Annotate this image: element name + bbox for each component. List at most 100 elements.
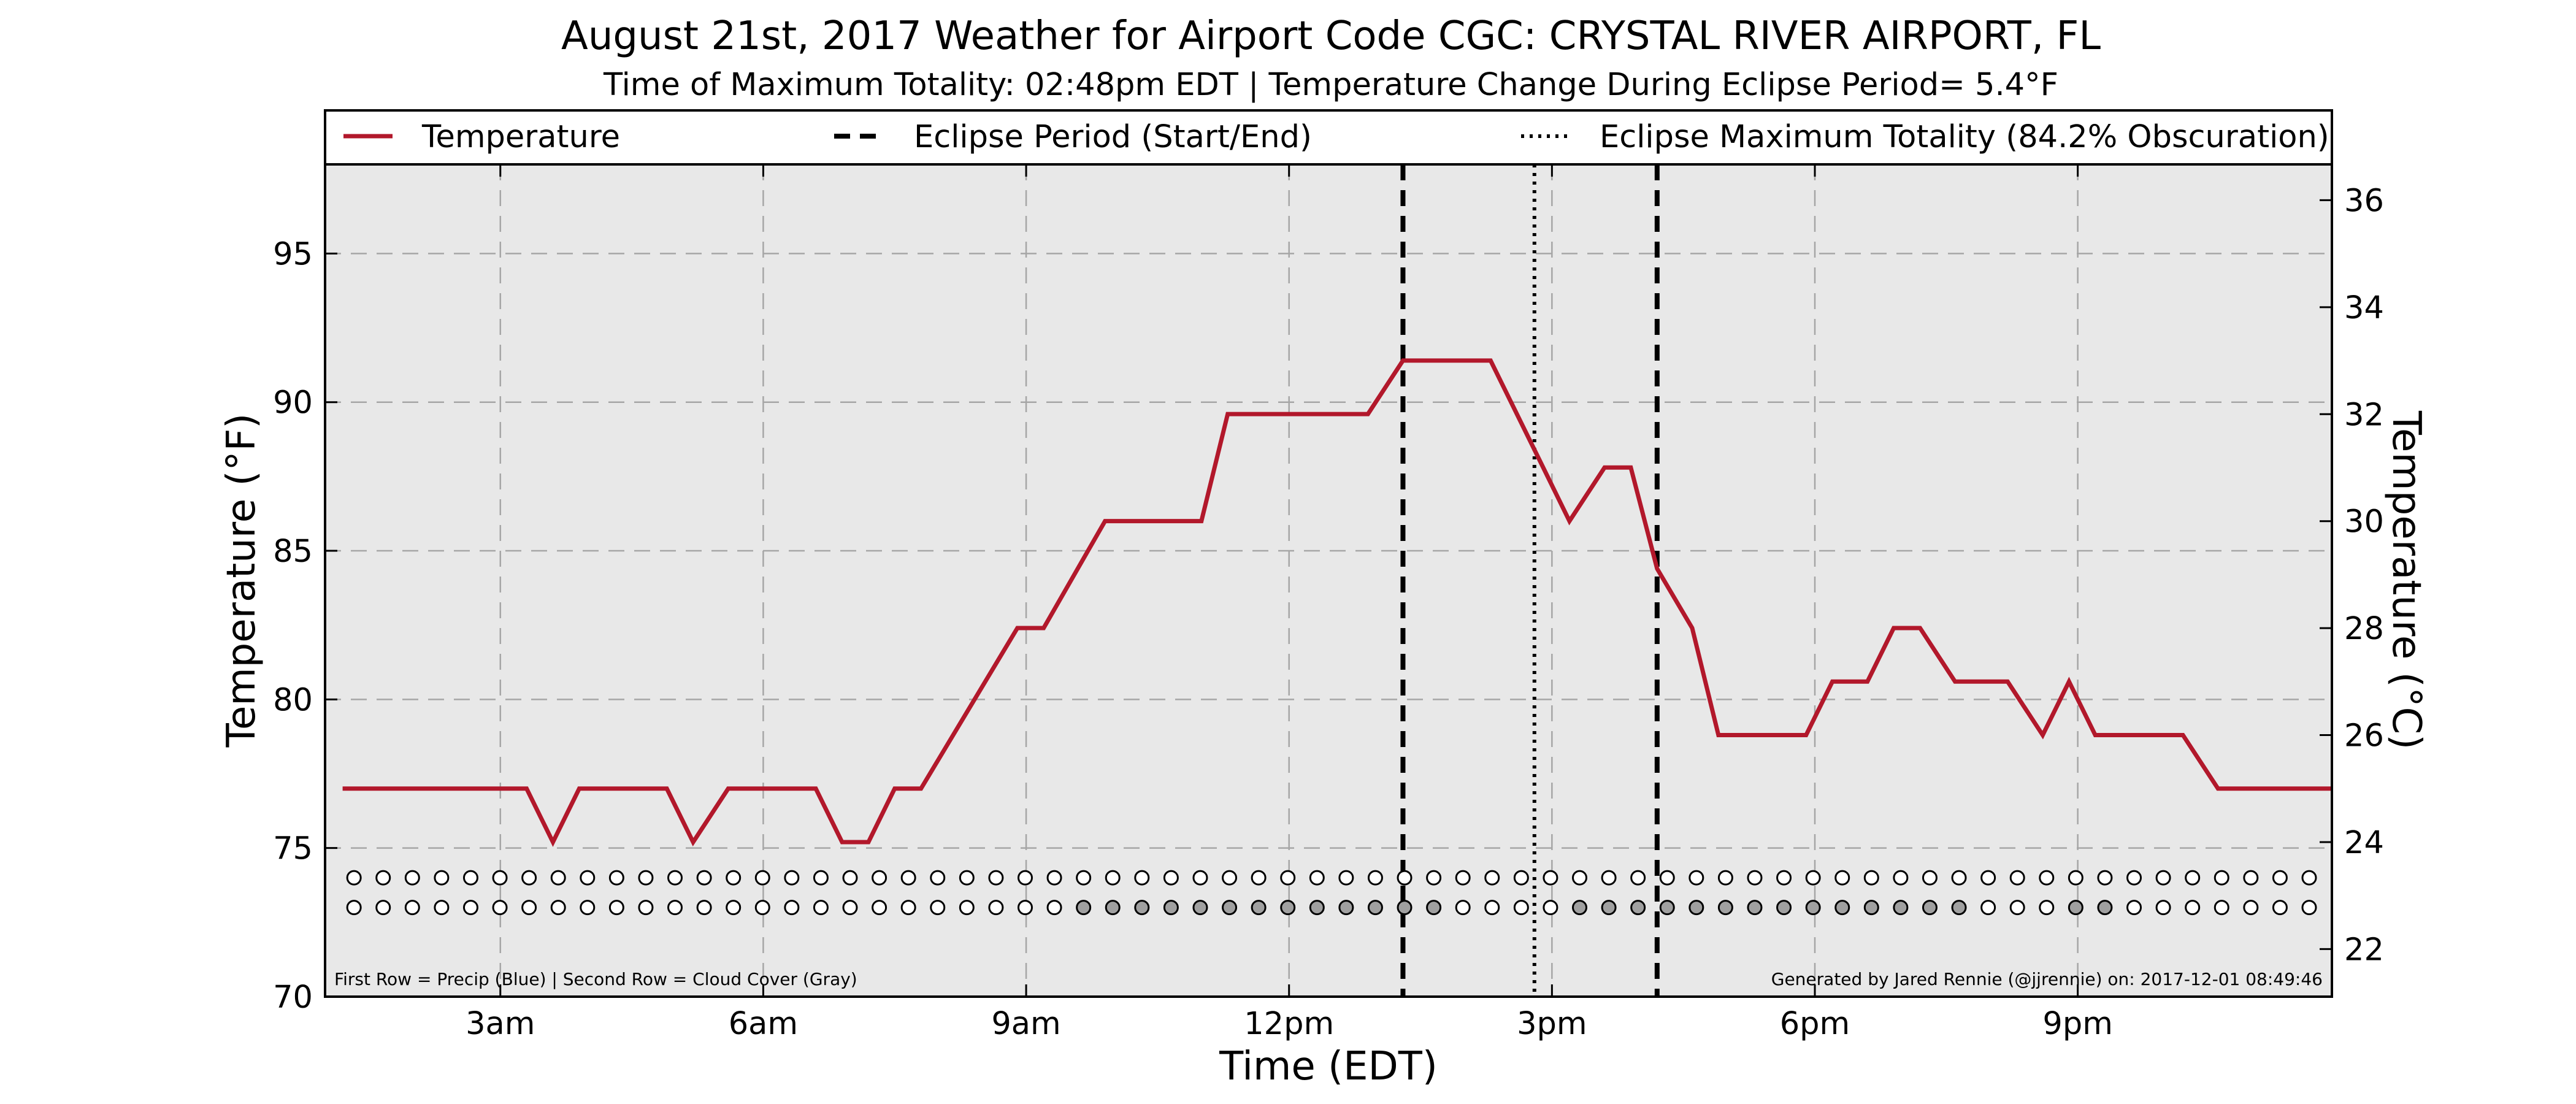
y-tick-label: 80 xyxy=(273,682,313,718)
precip-marker xyxy=(2009,870,2025,886)
y-right-tick-label: 34 xyxy=(2344,290,2384,326)
cloud-cover-marker xyxy=(1426,900,1442,916)
precip-marker xyxy=(2097,870,2113,886)
cloud-cover-marker xyxy=(1367,900,1383,916)
precip-marker xyxy=(1222,870,1238,886)
cloud-cover-marker xyxy=(754,900,770,916)
cloud-cover-marker xyxy=(1543,900,1558,916)
precip-marker xyxy=(1426,870,1442,886)
precip-marker xyxy=(521,870,537,886)
x-tick-label: 6pm xyxy=(1780,1006,1850,1042)
precip-marker xyxy=(1017,870,1033,886)
y-axis-right: 22 24 26 28 30 32 34 36 xyxy=(2320,183,2384,968)
cloud-cover-marker xyxy=(521,900,537,916)
y-right-tick-label: 24 xyxy=(2344,825,2384,861)
cloud-cover-marker xyxy=(1280,900,1296,916)
cloud-cover-marker xyxy=(1513,900,1529,916)
precip-marker xyxy=(580,870,596,886)
x-tick-label: 9am xyxy=(991,1006,1060,1042)
precip-marker xyxy=(2068,870,2083,886)
cloud-cover-marker xyxy=(608,900,624,916)
precip-marker xyxy=(2301,870,2317,886)
precip-marker xyxy=(1601,870,1617,886)
precip-marker xyxy=(988,870,1004,886)
cloud-cover-marker xyxy=(1105,900,1121,916)
cloud-cover-marker xyxy=(638,900,654,916)
y-axis-label-left: Temperature (°F) xyxy=(219,413,264,748)
precip-marker xyxy=(1747,870,1763,886)
x-axis-label: Time (EDT) xyxy=(1219,1044,1438,1089)
cloud-cover-marker xyxy=(1222,900,1238,916)
precip-marker xyxy=(2243,870,2259,886)
y-tick-label: 85 xyxy=(273,534,313,570)
cloud-cover-marker xyxy=(842,900,858,916)
cloud-cover-marker xyxy=(580,900,596,916)
cloud-cover-marker xyxy=(1076,900,1092,916)
cloud-cover-marker xyxy=(959,900,975,916)
precip-marker xyxy=(1980,870,1996,886)
legend-box xyxy=(324,109,2333,166)
chart-title: August 21st, 2017 Weather for Airport Co… xyxy=(561,13,2101,59)
temperature-series-line xyxy=(342,358,2332,847)
precip-marker xyxy=(1280,870,1296,886)
x-axis: 3am 6am 9am 12pm 3pm 6pm 9pm xyxy=(466,164,2113,1042)
precip-marker xyxy=(2155,870,2171,886)
cloud-cover-marker xyxy=(2214,900,2229,916)
precip-marker xyxy=(1893,870,1909,886)
cloud-cover-marker xyxy=(726,900,742,916)
precip-marker xyxy=(1309,870,1325,886)
precip-marker xyxy=(1367,870,1383,886)
footnote-left: First Row = Precip (Blue) | Second Row =… xyxy=(334,969,857,989)
precip-marker xyxy=(1338,870,1354,886)
precip-marker xyxy=(696,870,712,886)
cloud-cover-marker xyxy=(1717,900,1733,916)
precip-marker xyxy=(900,870,916,886)
precip-marker xyxy=(550,870,566,886)
x-tick-label: 3pm xyxy=(1517,1006,1587,1042)
precip-marker xyxy=(492,870,508,886)
precip-marker xyxy=(434,870,450,886)
cloud-cover-marker xyxy=(930,900,946,916)
cloud-cover-marker xyxy=(1659,900,1675,916)
y-right-tick-label: 28 xyxy=(2344,611,2384,647)
precip-marker xyxy=(1455,870,1471,886)
cloud-cover-marker xyxy=(2243,900,2259,916)
precip-marker xyxy=(375,870,391,886)
precip-marker xyxy=(1046,870,1062,886)
cloud-cover-marker xyxy=(2301,900,2317,916)
cloud-cover-marker xyxy=(1980,900,1996,916)
precip-marker xyxy=(2039,870,2055,886)
cloud-cover-marker xyxy=(434,900,450,916)
precip-marker xyxy=(638,870,654,886)
precip-marker xyxy=(1192,870,1208,886)
y-right-tick-label: 22 xyxy=(2344,932,2384,968)
plot-area xyxy=(325,164,2332,997)
y-tick-label: 95 xyxy=(273,236,313,272)
precip-marker xyxy=(930,870,946,886)
precip-marker xyxy=(1717,870,1733,886)
cloud-cover-marker xyxy=(404,900,420,916)
precip-marker xyxy=(959,870,975,886)
legend-label-temperature: Temperature xyxy=(421,119,620,155)
cloud-cover-marker xyxy=(667,900,683,916)
precip-marker xyxy=(404,870,420,886)
precip-marker xyxy=(726,870,742,886)
y-right-tick-label: 30 xyxy=(2344,504,2384,540)
cloud-cover-marker xyxy=(2039,900,2055,916)
precip-marker xyxy=(1834,870,1850,886)
cloud-cover-marker xyxy=(462,900,478,916)
cloud-cover-marker xyxy=(2068,900,2083,916)
cloud-cover-marker xyxy=(1834,900,1850,916)
precip-marker xyxy=(2214,870,2229,886)
cloud-cover-marker xyxy=(1601,900,1617,916)
precip-marker xyxy=(1543,870,1558,886)
cloud-cover-marker xyxy=(1805,900,1821,916)
y-right-tick-label: 36 xyxy=(2344,183,2384,219)
precip-marker xyxy=(813,870,829,886)
cloud-cover-marker xyxy=(1893,900,1909,916)
cloud-cover-marker xyxy=(1951,900,1967,916)
precip-marker xyxy=(1513,870,1529,886)
precip-marker xyxy=(1659,870,1675,886)
precip-marker xyxy=(1572,870,1587,886)
